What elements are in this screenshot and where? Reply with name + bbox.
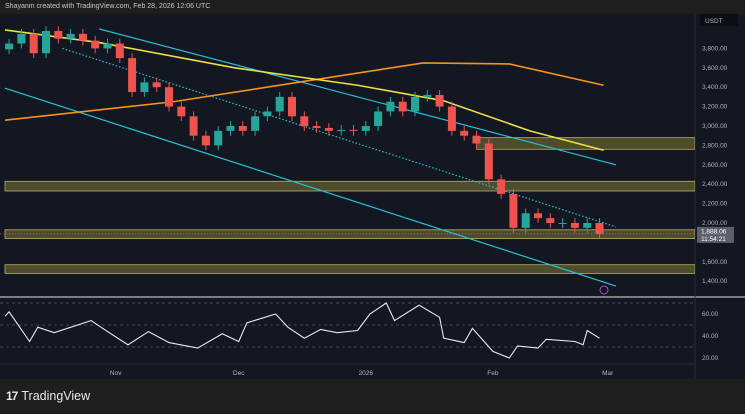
candle-body — [337, 129, 346, 131]
rsi-line — [4, 302, 600, 359]
support-resistance-zone — [4, 229, 695, 239]
time-tick-label: Dec — [233, 370, 245, 377]
candle-body — [288, 96, 296, 117]
candle-body — [66, 33, 75, 39]
time-tick-label: Feb — [487, 370, 499, 377]
channel-trend-line — [4, 87, 617, 287]
candle-body — [558, 223, 567, 224]
candle-body — [361, 126, 370, 131]
candle-body — [275, 96, 284, 112]
candle-body — [447, 106, 456, 131]
last-price-badge — [697, 226, 734, 243]
rsi-pane — [0, 298, 745, 379]
candle-body — [509, 193, 518, 228]
candle-body — [423, 94, 432, 97]
tradingview-brand: TradingView — [21, 389, 91, 403]
time-tick-label: Mar — [602, 370, 614, 377]
support-resistance-zone — [4, 264, 695, 274]
candle-body — [497, 179, 506, 194]
support-resistance-zone — [4, 180, 695, 192]
support-resistance-zone — [476, 137, 695, 150]
candle-body — [324, 127, 333, 131]
candle-body — [521, 213, 530, 228]
price-tick-label: 3,600.00 — [702, 65, 728, 72]
candle-body — [201, 135, 210, 146]
candle-body — [300, 116, 309, 126]
time-tick-label: 2026 — [359, 370, 374, 377]
tradingview-logo[interactable]: 17 TradingView — [6, 389, 90, 403]
price-tick-label: 3,400.00 — [702, 84, 728, 91]
rsi-tick-label: 60.00 — [702, 311, 719, 318]
candle-body — [570, 223, 579, 228]
candle-body — [263, 111, 272, 117]
currency-label: USDT — [705, 18, 723, 25]
candle-body — [189, 116, 198, 136]
candle-body — [546, 218, 555, 223]
candle-body — [5, 43, 14, 50]
candle-body — [29, 33, 38, 54]
candle-body — [177, 106, 186, 117]
candle-body — [17, 33, 26, 44]
rsi-tick-label: 40.00 — [702, 333, 719, 340]
candle-body — [349, 129, 358, 131]
candle-body — [411, 96, 419, 112]
rsi-tick-label: 20.00 — [702, 355, 719, 362]
main-pane — [0, 14, 745, 297]
currency-badge — [700, 14, 738, 26]
candle-body — [595, 223, 604, 234]
channel-trend-line — [62, 47, 617, 228]
chart-attribution: Shayanm created with TradingView.com, Fe… — [5, 3, 211, 10]
candle-body — [398, 101, 407, 112]
price-tick-label: 3,800.00 — [702, 45, 728, 52]
last-price-label: 1,888.06 — [701, 228, 727, 235]
main-plot — [0, 26, 695, 287]
candle-body — [226, 126, 235, 131]
candle-body — [583, 223, 592, 228]
moving-average-line — [4, 29, 604, 152]
candle-body — [251, 116, 260, 131]
candle-body — [165, 87, 173, 107]
channel-trend-line — [99, 28, 617, 166]
countdown-label: 11:54:21 — [701, 236, 726, 243]
price-tick-label: 1,400.00 — [702, 278, 728, 285]
moving-average-line — [4, 62, 604, 121]
candle-body — [91, 40, 100, 49]
candle-body — [140, 82, 149, 93]
tradingview-logo-mark: 17 — [6, 389, 18, 403]
candle-body — [435, 94, 444, 107]
candle-body — [460, 130, 469, 136]
price-tick-label: 2,200.00 — [702, 201, 728, 208]
candle-body — [152, 82, 161, 88]
candle-body — [103, 43, 112, 49]
price-tick-label: 2,400.00 — [702, 181, 728, 188]
price-tick-label: 2,600.00 — [702, 162, 728, 169]
price-tick-label: 2,000.00 — [702, 220, 728, 227]
price-tick-label: 2,800.00 — [702, 142, 728, 149]
candle-body — [374, 111, 383, 126]
candle-body — [534, 213, 542, 219]
candle-body — [312, 126, 321, 128]
candle-body — [238, 126, 247, 131]
candle-body — [472, 135, 481, 144]
candle-body — [128, 58, 137, 93]
price-tick-label: 1,600.00 — [702, 259, 728, 266]
price-tick-label: 3,200.00 — [702, 104, 728, 111]
candle-body — [42, 30, 50, 54]
candle-body — [484, 143, 493, 180]
candle-body — [386, 101, 395, 112]
price-axis: 3,800.00 3,600.00 3,400.00 3,200.00 3,000.00… — [702, 45, 728, 285]
time-tick-label: Nov — [110, 370, 122, 377]
candle-body — [214, 130, 223, 146]
candle-body — [78, 33, 87, 41]
alert-target-icon — [599, 285, 609, 295]
candle-body — [115, 43, 124, 59]
candle-body — [54, 30, 63, 39]
price-tick-label: 3,000.00 — [702, 123, 728, 130]
